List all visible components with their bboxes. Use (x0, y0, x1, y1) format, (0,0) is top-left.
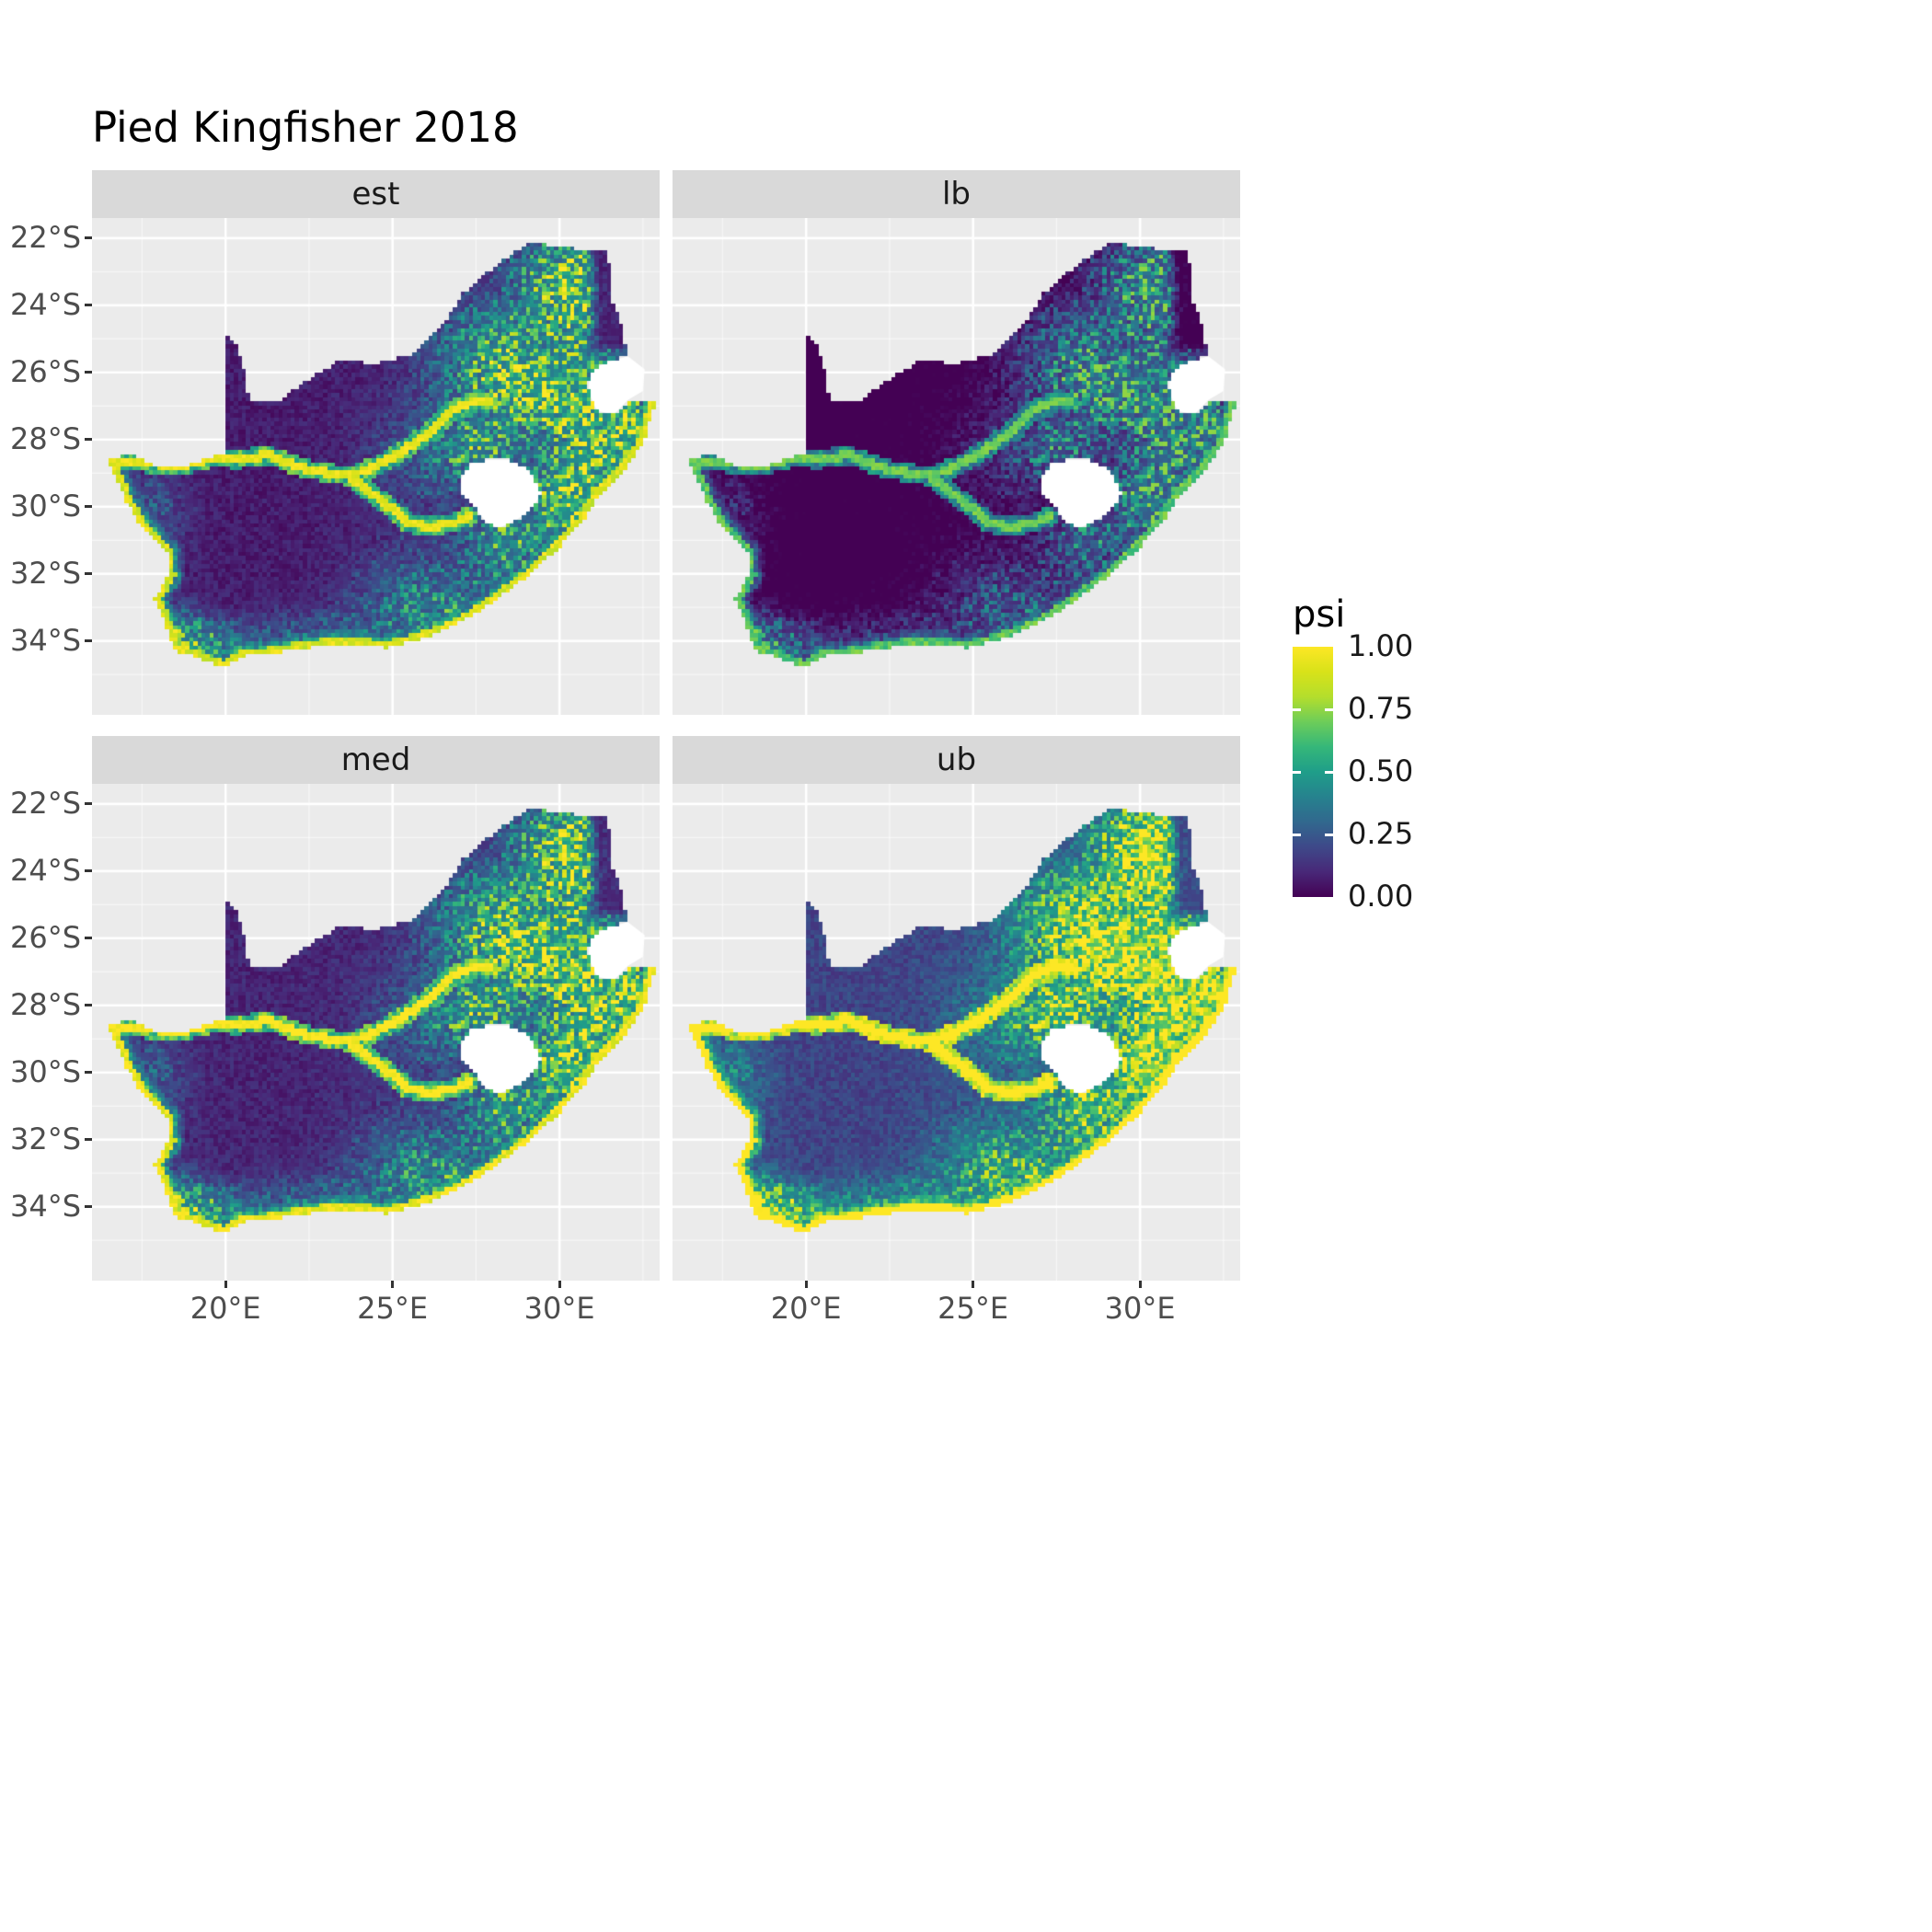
map-panel-lb (673, 218, 1240, 715)
x-axis-tick (804, 1281, 808, 1288)
legend-tick-label: 1.00 (1348, 628, 1414, 663)
map-panel-med (92, 784, 660, 1281)
x-axis-tick (558, 1281, 561, 1288)
x-axis-tick (1138, 1281, 1142, 1288)
y-axis-tick (85, 802, 92, 806)
map-panel-ub (673, 784, 1240, 1281)
colorbar-tick (1293, 707, 1301, 711)
facet-panel-ub: ub (673, 736, 1240, 1281)
x-tick-label: 30°E (523, 1291, 595, 1326)
legend-tick-label: 0.00 (1348, 879, 1414, 914)
y-axis-tick (85, 869, 92, 873)
y-axis-tick (85, 1205, 92, 1209)
x-axis-tick (391, 1281, 395, 1288)
y-tick-label: 32°S (9, 1121, 81, 1156)
facet-panel-med: med (92, 736, 660, 1281)
y-tick-label: 24°S (9, 852, 81, 888)
legend-title: psi (1293, 593, 1346, 636)
y-axis-tick (85, 639, 92, 643)
facet-strip-ub: ub (673, 736, 1240, 784)
y-tick-label: 30°S (9, 1053, 81, 1089)
y-tick-label: 34°S (9, 622, 81, 658)
y-axis-tick (85, 371, 92, 374)
x-tick-label: 30°E (1104, 1291, 1176, 1326)
facet-strip-lb: lb (673, 170, 1240, 218)
x-tick-label: 20°E (190, 1291, 261, 1326)
facet-strip-label: med (340, 742, 411, 778)
y-tick-label: 30°S (9, 488, 81, 523)
colorbar-tick (1325, 833, 1333, 836)
y-tick-label: 28°S (9, 420, 81, 456)
y-axis-tick (85, 1138, 92, 1142)
map-panel-est (92, 218, 660, 715)
x-tick-label: 25°E (937, 1291, 1009, 1326)
y-axis-tick (85, 1071, 92, 1075)
y-tick-label: 26°S (9, 353, 81, 389)
y-tick-label: 22°S (9, 219, 81, 255)
legend-tick-label: 0.50 (1348, 753, 1414, 788)
y-axis-tick (85, 236, 92, 240)
facet-strip-med: med (92, 736, 660, 784)
colorbar-tick (1293, 770, 1301, 774)
x-tick-label: 20°E (770, 1291, 842, 1326)
colorbar-tick (1293, 833, 1301, 836)
y-axis-tick (85, 1004, 92, 1007)
facet-strip-est: est (92, 170, 660, 218)
y-tick-label: 34°S (9, 1188, 81, 1224)
facet-strip-label: lb (941, 176, 972, 213)
y-tick-label: 28°S (9, 986, 81, 1022)
facet-panel-lb: lb (673, 170, 1240, 715)
x-tick-label: 25°E (357, 1291, 429, 1326)
y-axis-tick (85, 937, 92, 940)
y-tick-label: 32°S (9, 555, 81, 591)
y-axis-tick (85, 304, 92, 307)
y-tick-label: 26°S (9, 919, 81, 955)
legend-tick-label: 0.25 (1348, 816, 1414, 851)
y-tick-label: 24°S (9, 286, 81, 322)
colorbar-tick (1325, 770, 1333, 774)
plot-title: Pied Kingfisher 2018 (92, 103, 519, 152)
facet-strip-label: est (351, 176, 400, 213)
y-axis-tick (85, 438, 92, 442)
y-axis-tick (85, 572, 92, 576)
y-axis-tick (85, 505, 92, 509)
y-tick-label: 22°S (9, 785, 81, 821)
colorbar-tick (1325, 707, 1333, 711)
legend-tick-label: 0.75 (1348, 691, 1414, 726)
facet-panel-est: est (92, 170, 660, 715)
x-axis-tick (972, 1281, 975, 1288)
x-axis-tick (224, 1281, 227, 1288)
facet-strip-label: ub (936, 742, 977, 778)
